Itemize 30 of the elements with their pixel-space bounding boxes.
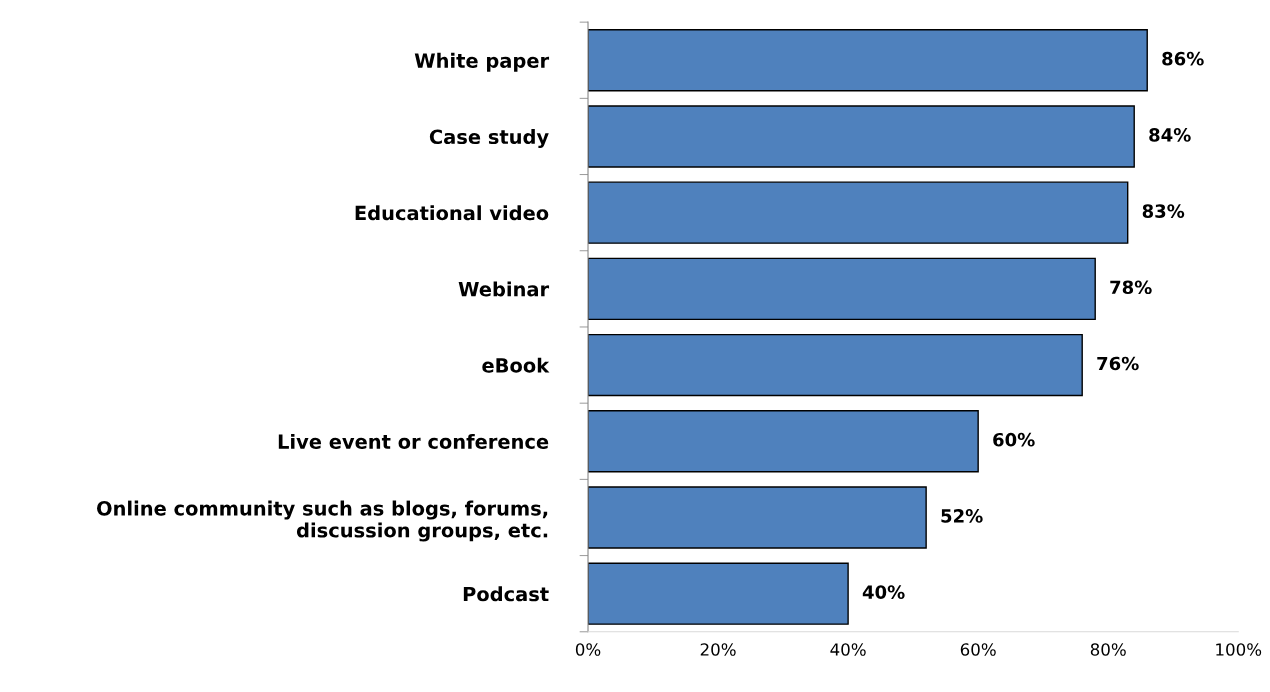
data-label: 40% — [862, 585, 905, 599]
x-tick-label: 60% — [960, 643, 996, 656]
data-label: 86% — [1162, 51, 1204, 66]
data-label: 84% — [1149, 128, 1191, 142]
y-tick-label: Podcast — [463, 586, 549, 602]
x-tick-label: 0% — [575, 643, 601, 656]
data-label: 60% — [993, 432, 1035, 447]
data-label: 78% — [1110, 280, 1152, 295]
bar — [588, 486, 927, 549]
bar — [588, 257, 1096, 321]
y-tick-label: eBook — [482, 357, 550, 373]
y-tick-label: Live event or conference — [278, 433, 549, 449]
data-label: 83% — [1142, 204, 1185, 218]
y-tick-label: Educational video — [355, 205, 549, 221]
bar — [588, 181, 1129, 244]
x-tick-label: 20% — [700, 643, 736, 656]
bar — [588, 105, 1135, 168]
data-label: 76% — [1097, 356, 1139, 371]
data-label: 52% — [941, 509, 983, 523]
bar — [588, 333, 1083, 397]
x-tick-label: 80% — [1090, 643, 1126, 656]
y-tick-label: Case study — [429, 129, 549, 149]
y-tick-label: White paper — [414, 52, 550, 72]
y-tick-label: Webinar — [458, 281, 550, 297]
x-tick-label: 40% — [830, 643, 866, 656]
bar — [588, 410, 979, 473]
y-tick-label: Online community such as blogs, forums, discussion groups, etc. — [97, 500, 548, 542]
bar — [588, 562, 849, 625]
bar — [588, 29, 1148, 92]
x-tick-label: 100% — [1216, 643, 1262, 656]
